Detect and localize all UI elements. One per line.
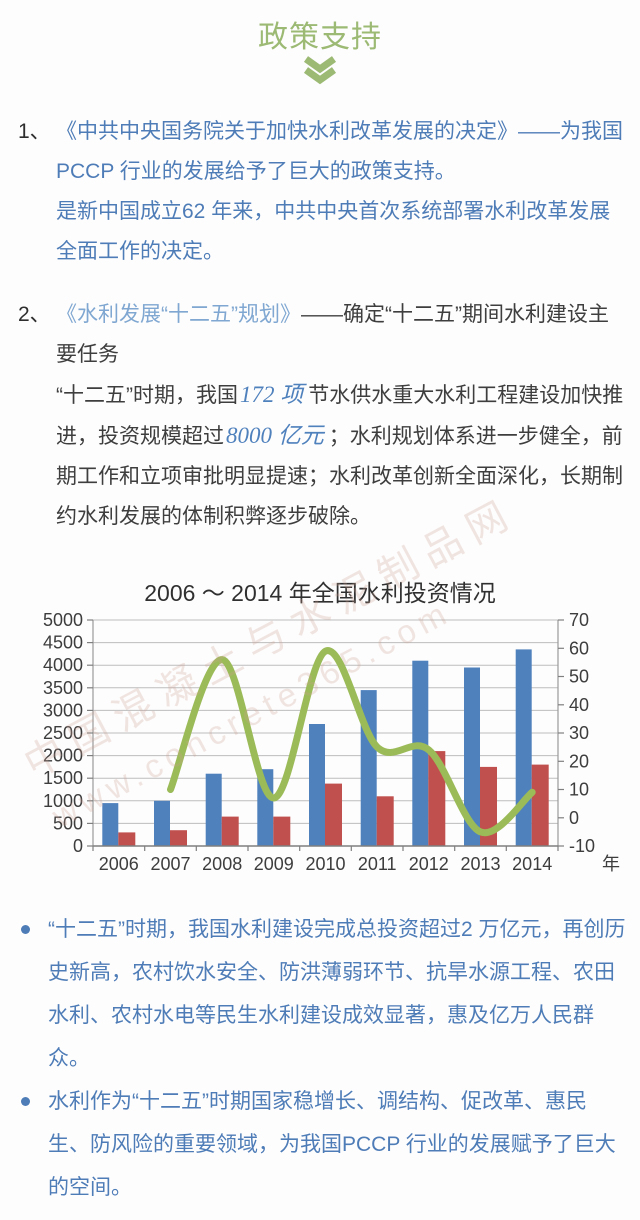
x-tick-label: 2008	[202, 854, 242, 874]
bullet-list: “十二五”时期，我国水利建设完成总投资超过2 万亿元，再创历史新高，农村饮水安全…	[18, 908, 626, 1209]
svg-text:4000: 4000	[43, 655, 83, 675]
text-run: 是新中国成立62 年来，中共中央首次系统部署水利改革发展全面工作的决定。	[56, 200, 611, 263]
bar-red-investment	[221, 816, 239, 846]
bar-blue-investment	[257, 769, 274, 846]
bar-red-investment	[376, 796, 394, 846]
bar-red-investment	[170, 830, 187, 846]
text-run: ——确定“十二五”期间水利建设主要任务	[56, 303, 609, 366]
bullet-item: “十二五”时期，我国水利建设完成总投资超过2 万亿元，再创历史新高，农村饮水安全…	[18, 908, 626, 1080]
numbered-paragraph: 2、 《水利发展“十二五”规划》——确定“十二五”期间水利建设主要任务 “十二五”…	[18, 295, 626, 537]
double-chevron-down-icon	[0, 55, 640, 90]
x-tick-label: 2011	[358, 854, 397, 874]
x-tick-label: 2012	[409, 854, 449, 874]
bar-blue-investment	[412, 660, 429, 846]
svg-text:2500: 2500	[43, 723, 83, 743]
bar-blue-investment	[309, 724, 325, 846]
text-run: 《中共中央国务院关于加快水利改革发展的决定》——为我国PCCP 行业的发展给予了…	[56, 120, 623, 183]
text-run: 《水利发展“十二五”规划》	[56, 303, 301, 326]
paragraph-text: 《水利发展“十二五”规划》——确定“十二五”期间水利建设主要任务 “十二五”时期，…	[56, 295, 626, 537]
bar-blue-investment	[205, 773, 222, 846]
bar-blue-investment	[154, 800, 170, 846]
svg-text:3500: 3500	[43, 678, 83, 698]
svg-text:1000: 1000	[43, 791, 83, 811]
bullet-item: 水利作为“十二五”时期国家稳增长、调结构、促改革、惠民生、防风险的重要领域，为我…	[18, 1080, 626, 1209]
bar-red-investment	[428, 751, 446, 846]
bullet-dot-icon	[21, 1097, 30, 1106]
bar-red-investment	[325, 783, 342, 846]
numbered-paragraph-list: 1、 《中共中央国务院关于加快水利改革发展的决定》——为我国PCCP 行业的发展…	[18, 112, 626, 537]
bar-red-investment	[531, 764, 549, 846]
x-tick-label: 2013	[460, 854, 500, 874]
svg-text:50: 50	[569, 667, 589, 687]
page-title: 政策支持	[258, 21, 382, 54]
svg-text:30: 30	[569, 723, 589, 743]
chart: 0 500 1000 1500 2000 2500 3000 3500 4000 4500 5000…	[28, 606, 640, 891]
paragraph-number: 2、	[18, 303, 51, 326]
text-run: 节水供水重大水利工程建设加快推进，投资规模超过	[56, 384, 624, 448]
svg-text:2000: 2000	[43, 746, 83, 766]
x-tick-label: 2014	[512, 854, 552, 874]
text-run: ；水利规划体系进一步健全，前期工作和立项审批明显提速；水利改革创新全面深化，长期…	[56, 425, 623, 528]
text-run: 172 项	[240, 382, 304, 407]
svg-text:4500: 4500	[43, 633, 83, 653]
bar-red-investment	[273, 816, 291, 846]
bar-blue-investment	[464, 667, 480, 846]
bar-red-investment	[118, 832, 136, 846]
paragraph-text: 《中共中央国务院关于加快水利改革发展的决定》——为我国PCCP 行业的发展给予了…	[56, 112, 626, 272]
svg-text:40: 40	[569, 695, 589, 715]
svg-text:0: 0	[569, 808, 579, 828]
x-tick-label: 2009	[254, 854, 294, 874]
x-tick-label: 2010	[305, 854, 345, 874]
bullet-text: 水利作为“十二五”时期国家稳增长、调结构、促改革、惠民生、防风险的重要领域，为我…	[48, 1090, 616, 1199]
bullet-dot-icon	[21, 925, 30, 934]
line-green-growth-rate	[167, 647, 536, 837]
text-run: “十二五”时期，我国	[56, 384, 238, 407]
svg-text:5000: 5000	[43, 610, 83, 630]
paragraph-number: 1、	[18, 120, 51, 143]
svg-text:3000: 3000	[43, 700, 83, 720]
x-tick-label: 2007	[150, 854, 190, 874]
bar-blue-investment	[515, 649, 532, 846]
text-run: 8000 亿元	[226, 423, 324, 448]
chart-canvas: 0500100015002000250030003500400045005000…	[43, 610, 620, 874]
svg-text:1500: 1500	[43, 768, 83, 788]
chart-title: 2006 ～ 2014 年全国水利投资情况	[144, 580, 496, 606]
svg-text:60: 60	[569, 638, 589, 658]
x-tick-label: 2006	[99, 854, 139, 874]
bar-blue-investment	[102, 803, 119, 846]
x-axis-unit: 年	[602, 854, 620, 874]
svg-text:70: 70	[569, 610, 589, 630]
bar-red-investment	[480, 766, 497, 846]
svg-text:-10: -10	[569, 836, 595, 856]
bullet-text: “十二五”时期，我国水利建设完成总投资超过2 万亿元，再创历史新高，农村饮水安全…	[48, 918, 626, 1070]
svg-text:20: 20	[569, 751, 589, 771]
svg-text:0: 0	[73, 836, 83, 856]
svg-text:500: 500	[53, 813, 83, 833]
numbered-paragraph: 1、 《中共中央国务院关于加快水利改革发展的决定》——为我国PCCP 行业的发展…	[18, 112, 626, 272]
svg-text:10: 10	[569, 780, 589, 800]
